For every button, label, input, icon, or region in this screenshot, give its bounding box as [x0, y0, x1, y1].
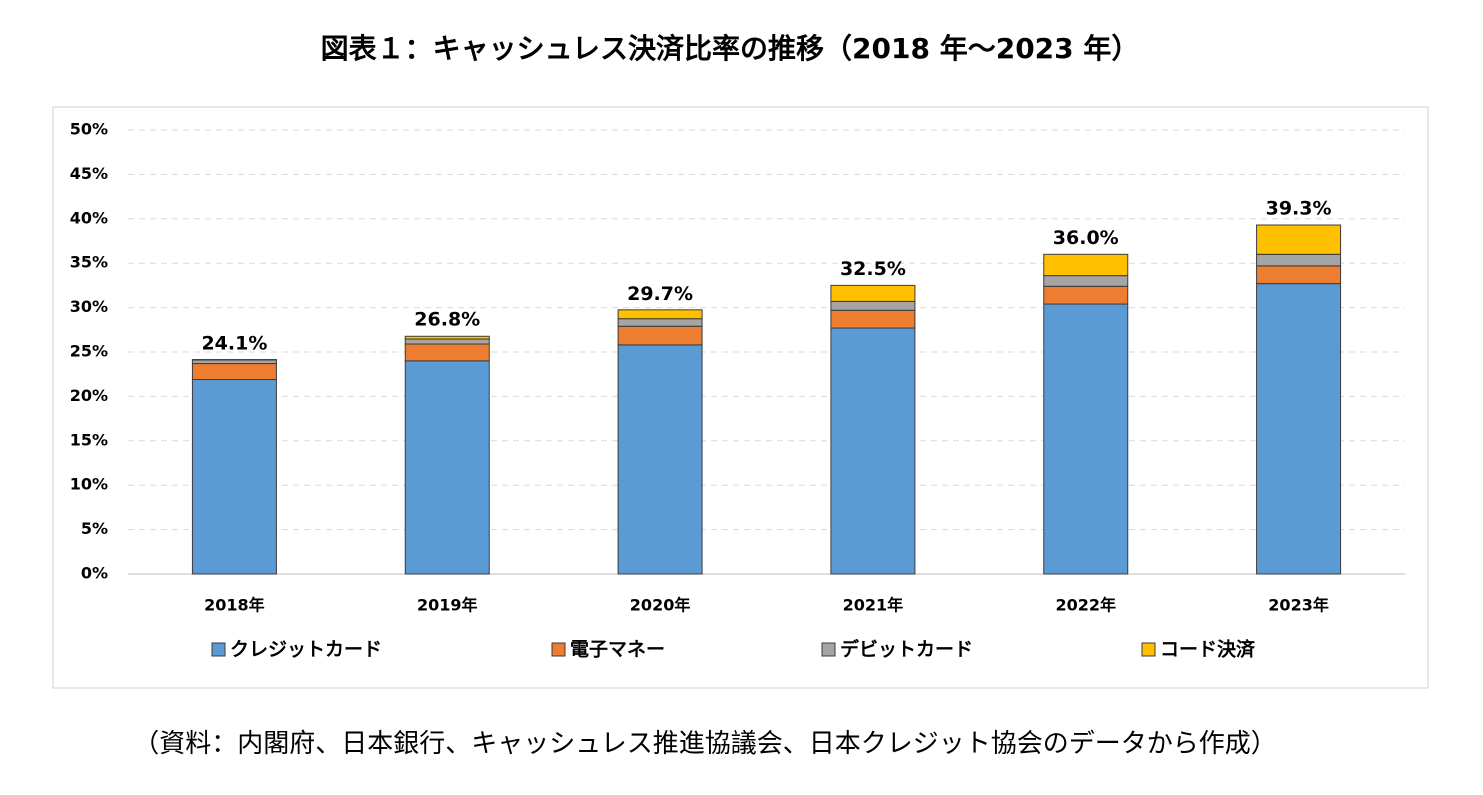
- chart-title: 図表１：キャッシュレス決済比率の推移（2018 年～2023 年）: [321, 32, 1140, 65]
- bar-segment: [1043, 303, 1129, 575]
- y-tick-label: 0%: [81, 564, 108, 583]
- total-label: 36.0%: [1053, 227, 1119, 249]
- chart-frame: [52, 106, 1429, 689]
- total-label: 24.1%: [201, 332, 267, 354]
- bar-segment: [404, 343, 490, 362]
- bar-segment: [404, 360, 490, 575]
- y-tick-label: 10%: [70, 475, 108, 494]
- y-tick-label: 45%: [70, 164, 108, 183]
- x-tick-label: 2023年: [1268, 596, 1329, 615]
- bar-segment: [1256, 265, 1342, 285]
- bar-segment: [617, 325, 703, 346]
- bar-segment: [617, 344, 703, 575]
- x-tick-label: 2022年: [1055, 596, 1116, 615]
- legend-label: デビットカード: [840, 638, 973, 661]
- legend-swatch: [211, 642, 226, 657]
- bar-segment: [404, 335, 490, 340]
- legend-label: コード決済: [1160, 638, 1256, 661]
- bar-segment: [617, 309, 703, 320]
- bar-segment: [617, 318, 703, 327]
- legend-swatch: [821, 642, 836, 657]
- x-tick-label: 2021年: [843, 596, 904, 615]
- total-label: 39.3%: [1266, 198, 1332, 220]
- x-tick-label: 2020年: [630, 596, 691, 615]
- bar-segment: [191, 379, 277, 575]
- bar-segment: [1256, 224, 1342, 255]
- legend-label: 電子マネー: [570, 639, 665, 661]
- bar-segment: [1043, 275, 1129, 287]
- y-tick-label: 50%: [70, 120, 108, 139]
- y-tick-label: 40%: [70, 208, 108, 227]
- bar-segment: [191, 359, 277, 365]
- bar-segment: [404, 338, 490, 345]
- bar-segment: [1043, 285, 1129, 305]
- bar-segment: [830, 300, 916, 311]
- legend-label: クレジットカード: [230, 639, 382, 661]
- bar-segment: [830, 327, 916, 575]
- legend-swatch: [1141, 642, 1156, 657]
- bar-segment: [830, 309, 916, 329]
- bar-segment: [830, 284, 916, 302]
- total-label: 29.7%: [627, 283, 693, 305]
- y-tick-label: 15%: [70, 430, 108, 449]
- y-tick-label: 25%: [70, 342, 108, 361]
- y-tick-label: 30%: [70, 297, 108, 316]
- legend-swatch: [551, 642, 566, 657]
- total-label: 26.8%: [414, 309, 480, 331]
- bar-segment: [191, 363, 277, 381]
- x-tick-label: 2018年: [204, 596, 265, 615]
- y-tick-label: 35%: [70, 253, 108, 272]
- x-tick-label: 2019年: [417, 596, 478, 615]
- y-tick-label: 5%: [81, 519, 108, 538]
- bar-segment: [1256, 253, 1342, 267]
- total-label: 32.5%: [840, 258, 906, 280]
- bar-segment: [1256, 283, 1342, 575]
- y-tick-label: 20%: [70, 386, 108, 405]
- bar-segment: [1043, 253, 1129, 277]
- source-note: （資料：内閣府、日本銀行、キャッシュレス推進協議会、日本クレジット協会のデータか…: [133, 729, 1276, 759]
